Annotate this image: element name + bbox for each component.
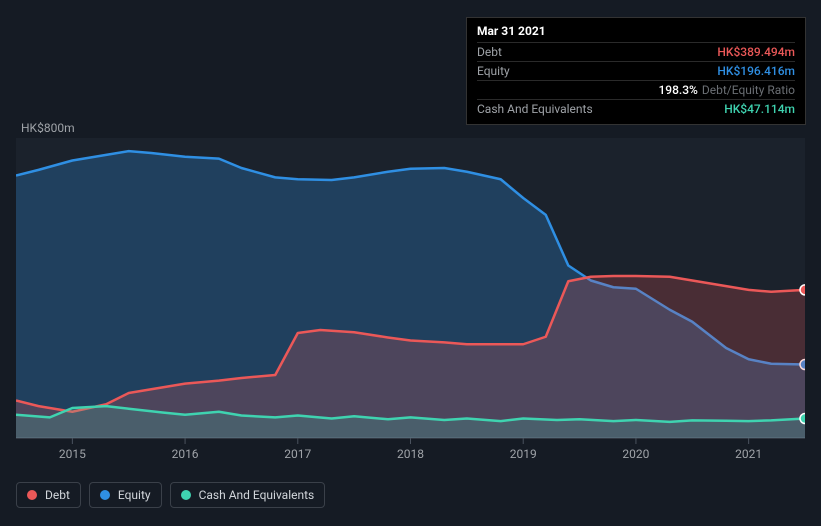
legend-label-equity: Equity: [118, 488, 151, 502]
ratio-label: Debt/Equity Ratio: [702, 83, 795, 97]
tooltip-cash-label: Cash And Equivalents: [477, 102, 593, 116]
x-tick-label: 2015: [59, 447, 86, 460]
tooltip-row: DebtHK$389.494m: [477, 42, 795, 61]
series-endpoint-marker: [800, 285, 805, 295]
tooltip-row: EquityHK$196.416m: [477, 61, 795, 80]
x-tick-label: 2021: [735, 447, 762, 460]
legend-item-cash[interactable]: Cash And Equivalents: [170, 482, 326, 508]
x-tick-label: 2016: [172, 447, 199, 460]
legend-label-cash: Cash And Equivalents: [199, 488, 315, 502]
x-tick-label: 2019: [510, 447, 537, 460]
chart-area[interactable]: 2015 2016 2017 2018 2019 2020 2021: [16, 120, 805, 470]
tooltip-cash-row: Cash And Equivalents HK$47.114m: [477, 99, 795, 118]
legend: Debt Equity Cash And Equivalents: [16, 482, 325, 508]
x-tick-label: 2020: [622, 447, 649, 460]
area-chart-svg: 2015 2016 2017 2018 2019 2020 2021: [16, 120, 805, 460]
legend-item-equity[interactable]: Equity: [89, 482, 162, 508]
hover-tooltip: Mar 31 2021 DebtHK$389.494mEquityHK$196.…: [466, 17, 806, 125]
legend-swatch-cash: [181, 490, 191, 500]
legend-swatch-equity: [100, 490, 110, 500]
legend-item-debt[interactable]: Debt: [16, 482, 81, 508]
tooltip-date: Mar 31 2021: [477, 24, 795, 38]
ratio-value: 198.3%: [658, 83, 697, 97]
tooltip-ratio-row: 198.3% Debt/Equity Ratio: [477, 80, 795, 99]
x-tick-label: 2017: [284, 447, 311, 460]
tooltip-cash-value: HK$47.114m: [724, 102, 795, 116]
series-endpoint-marker: [800, 414, 805, 424]
legend-label-debt: Debt: [45, 488, 70, 502]
x-tick-label: 2018: [397, 447, 424, 460]
legend-swatch-debt: [27, 490, 37, 500]
